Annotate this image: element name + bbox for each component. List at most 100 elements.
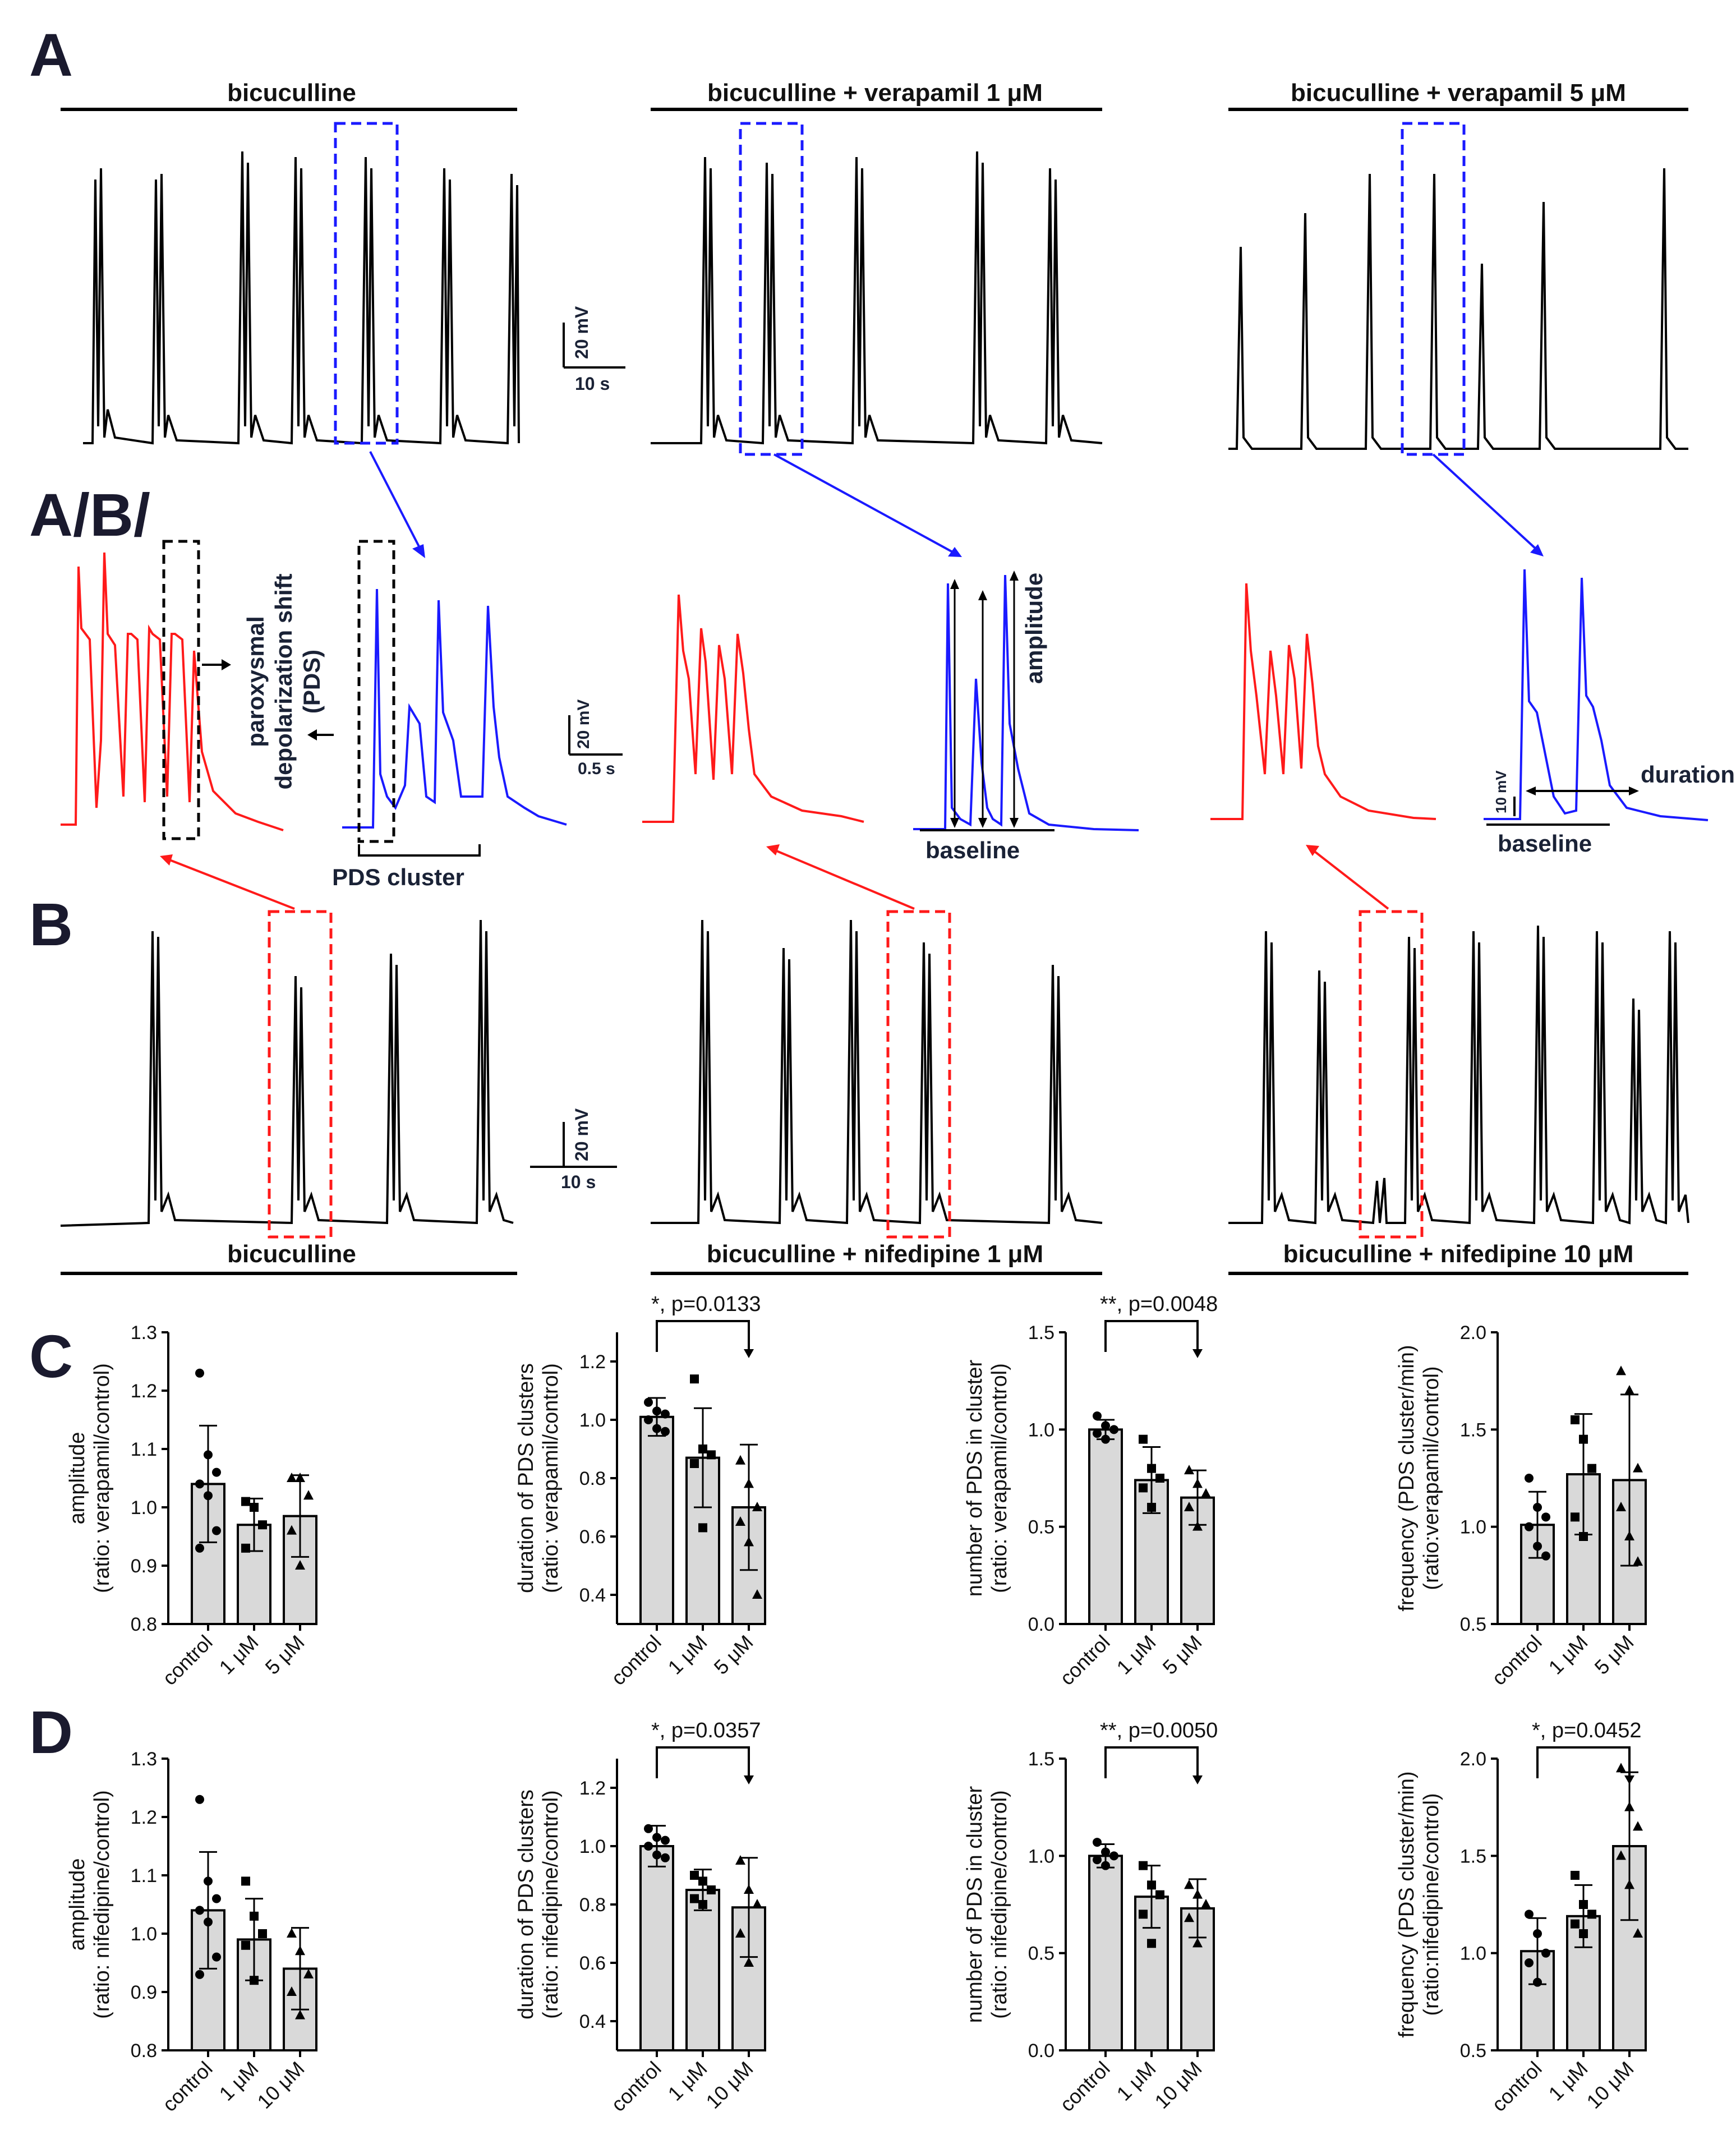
y-tick-label: 0.5 <box>1460 2040 1486 2062</box>
data-point <box>744 1884 754 1894</box>
trace-ab-blue-1 <box>342 588 567 829</box>
y-axis-title: amplitude <box>66 1432 89 1525</box>
duration-arrow-right <box>1629 786 1639 795</box>
data-point <box>287 1525 297 1535</box>
scale-b-mv-label: 20 mV <box>572 1108 592 1161</box>
significance-bracket <box>656 1320 750 1352</box>
data-point <box>661 1409 670 1419</box>
data-point <box>212 1894 221 1903</box>
data-point <box>1139 1861 1148 1870</box>
data-point <box>1201 1488 1211 1498</box>
y-tick-label: 0.4 <box>579 2011 606 2032</box>
data-point <box>303 1490 314 1500</box>
y-tick-label: 1.2 <box>579 1351 606 1373</box>
arrow-a-2-head <box>948 547 962 557</box>
data-point <box>258 1929 267 1938</box>
data-point <box>1633 1821 1643 1831</box>
amp-arrow-2-top <box>978 590 987 600</box>
data-point <box>1192 1478 1203 1488</box>
data-point <box>1101 1847 1110 1857</box>
bar <box>639 1845 674 2051</box>
data-point <box>303 1968 314 1979</box>
data-point <box>204 1491 213 1501</box>
x-tick-label: control <box>1055 1631 1114 1690</box>
data-point <box>287 1986 297 1996</box>
y-axis-title: (ratio: nifedipine/control) <box>90 1790 114 2019</box>
data-point <box>1616 1850 1626 1860</box>
data-point <box>735 1516 745 1526</box>
x-tick-label: 10 μM <box>701 2057 757 2113</box>
data-point <box>195 1368 204 1378</box>
y-tick-label: 0.0 <box>1028 2040 1055 2062</box>
y-axis-title: frequency (PDS cluster/min) <box>1395 1771 1419 2037</box>
data-point <box>1147 1503 1156 1512</box>
y-axis-title: (ratio: nifedipine/control) <box>539 1790 563 2019</box>
data-point <box>698 1876 707 1886</box>
zoom-box-b-3 <box>1359 910 1424 1239</box>
x-tick-label: control <box>158 2057 217 2116</box>
data-point <box>1525 1958 1534 1967</box>
arrow-a-3-head <box>1530 544 1544 556</box>
x-tick-label: 5 μM <box>710 1631 758 1679</box>
x-tick-label: 5 μM <box>1158 1631 1207 1679</box>
data-point <box>1093 1838 1102 1847</box>
data-point <box>644 1842 653 1851</box>
data-point <box>661 1427 670 1436</box>
chart-d4: 0.5 1.0 1.5 2.0 frequency (PDS cluster/min)(… <box>1395 1719 1647 2116</box>
x-tick-label: control <box>1487 1631 1546 1690</box>
data-point <box>652 1833 661 1842</box>
amp-arrow-2-bottom <box>978 818 987 828</box>
y-tick-label: 1.3 <box>131 1322 157 1344</box>
trace-ab-blue-3 <box>1484 569 1709 821</box>
y-tick-label: 1.5 <box>1460 1419 1486 1441</box>
data-point <box>195 1970 204 1979</box>
data-point <box>250 1911 259 1921</box>
data-point <box>1184 1465 1194 1475</box>
arrow-b-2-head <box>766 844 780 855</box>
arrow-b-1 <box>168 858 295 910</box>
data-point <box>212 1526 221 1535</box>
y-tick-label: 1.3 <box>131 1749 157 1770</box>
data-point <box>652 1424 661 1433</box>
data-point <box>204 1917 213 1927</box>
y-tick-label: 0.9 <box>131 1556 157 1577</box>
amplitude-label: amplitude <box>1021 573 1047 684</box>
data-point <box>1101 1434 1110 1444</box>
data-point <box>1587 1464 1596 1473</box>
data-point <box>644 1397 653 1407</box>
scale-ab-s-label: 0.5 s <box>578 760 615 778</box>
data-point <box>1541 1512 1550 1522</box>
data-point <box>735 1928 745 1938</box>
ten-mv-label: 10 mV <box>1493 770 1509 813</box>
y-tick-label: 1.1 <box>131 1439 157 1460</box>
data-point <box>744 1957 754 1967</box>
trace-ab-red-3 <box>1210 583 1436 820</box>
chart-d2: 0.4 0.6 0.8 1.0 1.2 duration of PDS clusters(… <box>514 1719 766 2116</box>
bar <box>685 1889 720 2051</box>
data-point <box>1624 1879 1634 1889</box>
trace-ab-blue-2 <box>913 574 1139 831</box>
data-point <box>1616 1502 1626 1511</box>
arrow-a-2 <box>773 453 954 554</box>
y-tick-label: 1.2 <box>131 1381 157 1402</box>
y-tick-label: 0.5 <box>1028 1517 1055 1538</box>
trace-b-nifedipine-10 <box>1228 925 1689 1225</box>
significance-arrow <box>1192 1775 1203 1784</box>
x-tick-label: 1 μM <box>1544 1631 1592 1679</box>
data-point <box>1616 1763 1626 1773</box>
data-point <box>1155 1890 1164 1899</box>
x-tick-label: 1 μM <box>215 1631 263 1679</box>
y-tick-label: 1.5 <box>1460 1846 1486 1867</box>
data-point <box>698 1444 707 1453</box>
y-tick-label: 1.0 <box>579 1836 606 1857</box>
y-tick-label: 1.1 <box>131 1865 157 1887</box>
data-point <box>1579 1900 1588 1909</box>
data-point <box>195 1795 204 1804</box>
chart-c3: 0.0 0.5 1.0 1.5 number of PDS in cluster (rat… <box>963 1292 1218 1690</box>
panel-label-b: B <box>29 890 73 958</box>
data-point <box>1571 1919 1580 1929</box>
zoom-box-a-1 <box>334 122 399 445</box>
y-axis-title: number of PDS in cluster <box>963 1359 987 1597</box>
y-tick-label: 2.0 <box>1460 1749 1486 1770</box>
